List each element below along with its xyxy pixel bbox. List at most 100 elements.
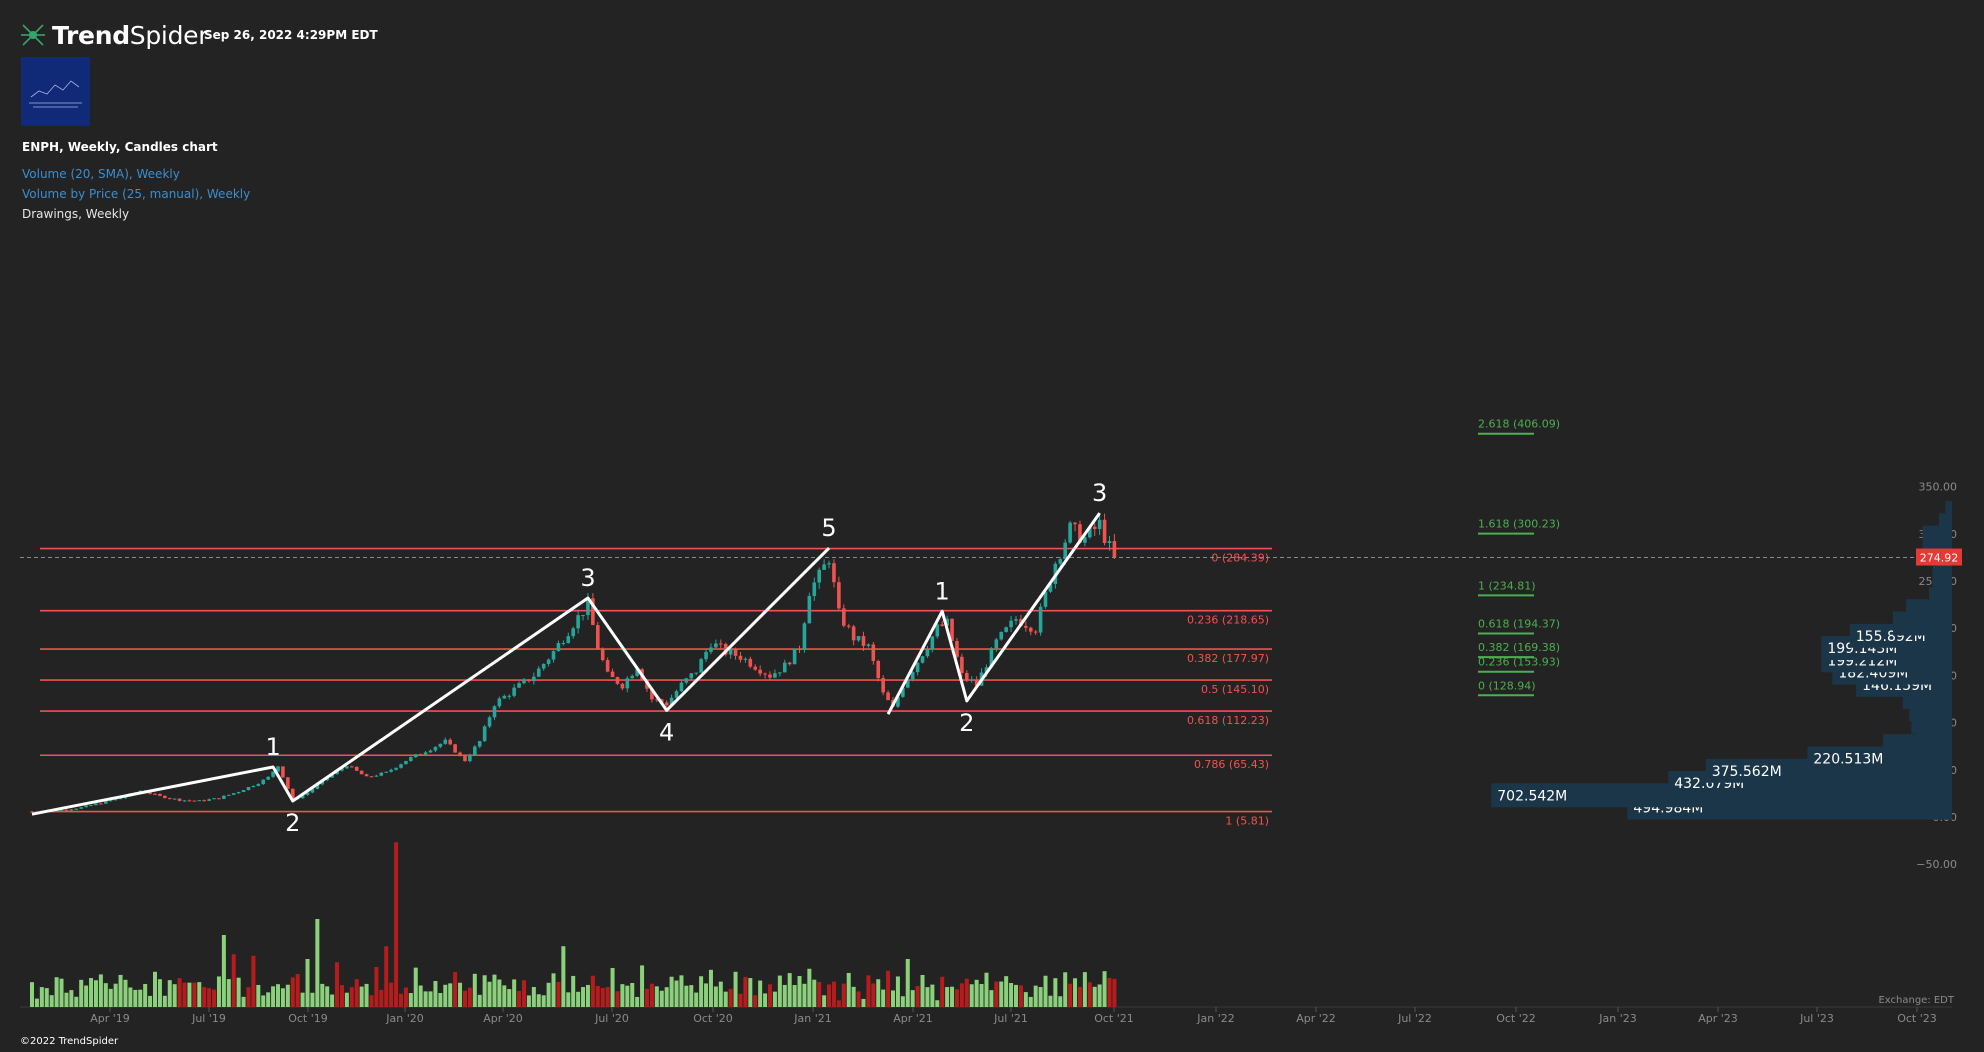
volume-bar [812, 979, 817, 1007]
candle [817, 569, 821, 583]
volume-bar [866, 975, 871, 1007]
volume-bar [910, 990, 915, 1007]
candle [1097, 519, 1102, 529]
volume-bar [817, 981, 822, 1007]
volume-bar [713, 986, 718, 1007]
volume-bar [123, 979, 128, 1007]
candle [256, 784, 261, 786]
y-tick-label: −50.00 [1916, 858, 1957, 871]
volume-bar [1102, 971, 1107, 1007]
candle [335, 770, 339, 775]
copyright: ©2022 TrendSpider [20, 1036, 119, 1047]
volume-bar [610, 967, 615, 1007]
volume-bar [148, 995, 153, 1007]
volume-bar [846, 972, 851, 1007]
volume-bar [276, 984, 280, 1007]
volume-bar [581, 987, 586, 1007]
candle [1068, 522, 1072, 543]
volume-bar [895, 976, 900, 1007]
volume-bar [310, 992, 315, 1007]
candle [418, 754, 423, 756]
candle [290, 788, 295, 800]
volume-bar [699, 976, 704, 1007]
volume-bar [827, 984, 832, 1007]
candle [733, 649, 738, 656]
candle [586, 598, 590, 616]
volume-bar [89, 978, 94, 1007]
candle [94, 803, 98, 806]
candle [940, 624, 944, 626]
candle [664, 702, 669, 706]
volume-bar [271, 986, 276, 1007]
candle [807, 596, 812, 624]
candle [172, 798, 177, 800]
volume-bar [787, 973, 792, 1007]
wave-label: 5 [821, 514, 836, 542]
candle [108, 800, 113, 802]
volume-bar [339, 985, 344, 1007]
exchange-label: Exchange: EDT [1878, 995, 1954, 1006]
volume-bar [861, 998, 866, 1007]
volume-bar [428, 991, 433, 1007]
volume-bar [748, 978, 753, 1007]
candle [399, 764, 403, 768]
candle [1073, 522, 1077, 525]
volume-bar [777, 975, 782, 1007]
candle [827, 563, 831, 565]
candle [118, 798, 123, 800]
candle [394, 767, 398, 770]
last-price-label: 274.92 [1920, 552, 1959, 565]
candle [591, 598, 595, 626]
volume-bar [836, 1000, 841, 1007]
indicator-volume-sma[interactable]: Volume (20, SMA), Weekly [22, 167, 180, 181]
volume-bar [74, 996, 79, 1007]
candle [753, 666, 758, 670]
candle [438, 743, 443, 747]
volume-bar [497, 979, 502, 1007]
candle [1033, 631, 1038, 633]
x-tick-label: Apr '20 [483, 1012, 523, 1025]
volume-bar [167, 980, 172, 1007]
volume-bar [630, 982, 635, 1007]
x-tick-label: Oct '19 [288, 1012, 328, 1025]
candle [551, 651, 556, 660]
candle [310, 788, 315, 793]
volume-bar [659, 990, 664, 1007]
candle [251, 785, 256, 788]
volume-bar [551, 973, 556, 1007]
candle [561, 643, 566, 645]
candle [910, 672, 915, 680]
volume-bar [128, 987, 133, 1007]
volume-bar [649, 983, 654, 1007]
indicator-drawings[interactable]: Drawings, Weekly [22, 207, 130, 221]
volume-bar [300, 992, 305, 1007]
candle [350, 766, 354, 768]
volume-bar [930, 984, 935, 1007]
candle [1043, 591, 1048, 607]
volume-bar [1053, 978, 1058, 1007]
volume-bar [256, 984, 261, 1007]
x-tick-label: Jul '22 [1397, 1012, 1432, 1025]
volume-bar [989, 990, 994, 1007]
fib-retracement-label: 0.618 (112.23) [1187, 714, 1269, 727]
candle [1024, 625, 1028, 628]
indicator-volume-by-price[interactable]: Volume by Price (25, manual), Weekly [22, 187, 251, 201]
candle [851, 626, 856, 641]
volume-bar [1112, 978, 1117, 1007]
candle [423, 752, 428, 755]
candle [581, 615, 585, 617]
volume-bar [325, 986, 330, 1007]
candle [556, 643, 561, 652]
candle [669, 697, 674, 706]
x-tick-label: Jul '19 [191, 1012, 226, 1025]
candle [84, 805, 88, 808]
volume-bar [959, 983, 964, 1007]
candle [620, 683, 625, 689]
volume-bar [797, 976, 802, 1007]
candle [768, 674, 772, 678]
candle [330, 774, 334, 778]
volume-bar [694, 992, 699, 1007]
wave-label: 4 [659, 718, 674, 746]
volume-by-price-label: 220.513M [1813, 751, 1883, 767]
